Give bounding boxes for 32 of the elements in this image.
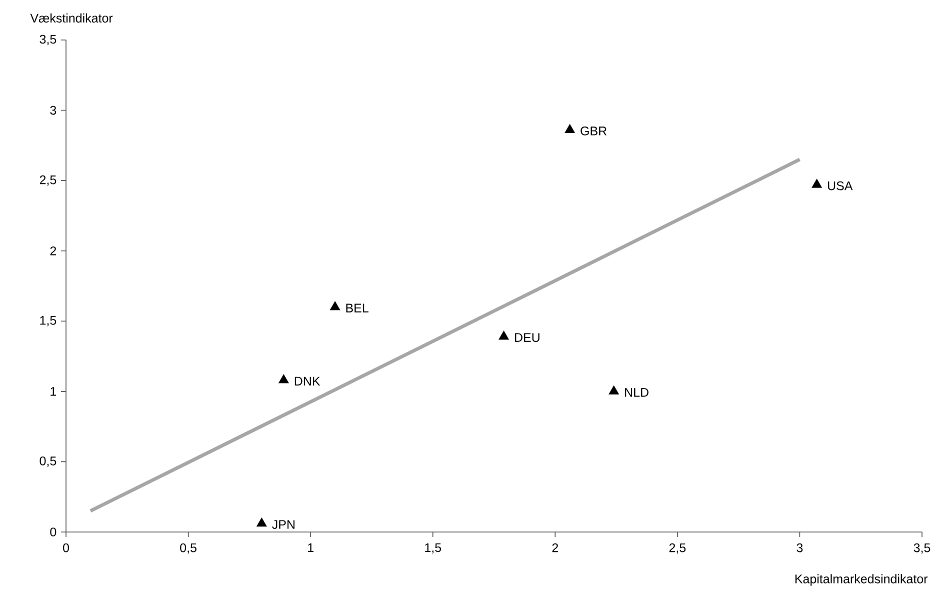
y-tick-label: 3 xyxy=(50,106,56,115)
y-tick-label: 3,5 xyxy=(40,34,56,46)
data-label: BEL xyxy=(346,304,368,312)
x-tick-label: 0 xyxy=(63,543,69,552)
data-label: USA xyxy=(828,181,853,190)
y-tick-label: 1 xyxy=(50,387,56,396)
x-tick-label: 2,5 xyxy=(669,543,686,554)
y-tick-label: 0 xyxy=(50,528,56,536)
point xyxy=(812,178,822,188)
x-axis-title: Kapitalmarkedsindikator xyxy=(795,574,928,586)
point xyxy=(608,385,620,394)
x-tick-label: 0,5 xyxy=(180,543,196,554)
data-label: DNK xyxy=(294,376,320,386)
y-tick-label: 1,5 xyxy=(40,316,56,326)
x-tick-label: 3 xyxy=(796,543,803,552)
data-label: NLD xyxy=(625,388,648,397)
point xyxy=(330,301,340,310)
point xyxy=(564,124,576,134)
x-tick-label: 1 xyxy=(308,543,314,552)
data-label: DEU xyxy=(515,333,540,342)
data-label: GBR xyxy=(580,126,607,136)
x-tick-label: 1,5 xyxy=(425,543,442,554)
y-tick-label: 2,5 xyxy=(40,175,56,186)
point xyxy=(256,517,267,527)
x-tick-label: 3,5 xyxy=(914,543,930,554)
data-label: JPN xyxy=(272,520,294,529)
point xyxy=(498,330,510,340)
y-axis-title: Vækstindikator xyxy=(30,13,113,23)
y-tick-label: 0,5 xyxy=(40,456,56,467)
y-tick-label: 2 xyxy=(50,246,56,256)
x-tick-label: 2 xyxy=(552,543,558,552)
point xyxy=(278,374,289,384)
